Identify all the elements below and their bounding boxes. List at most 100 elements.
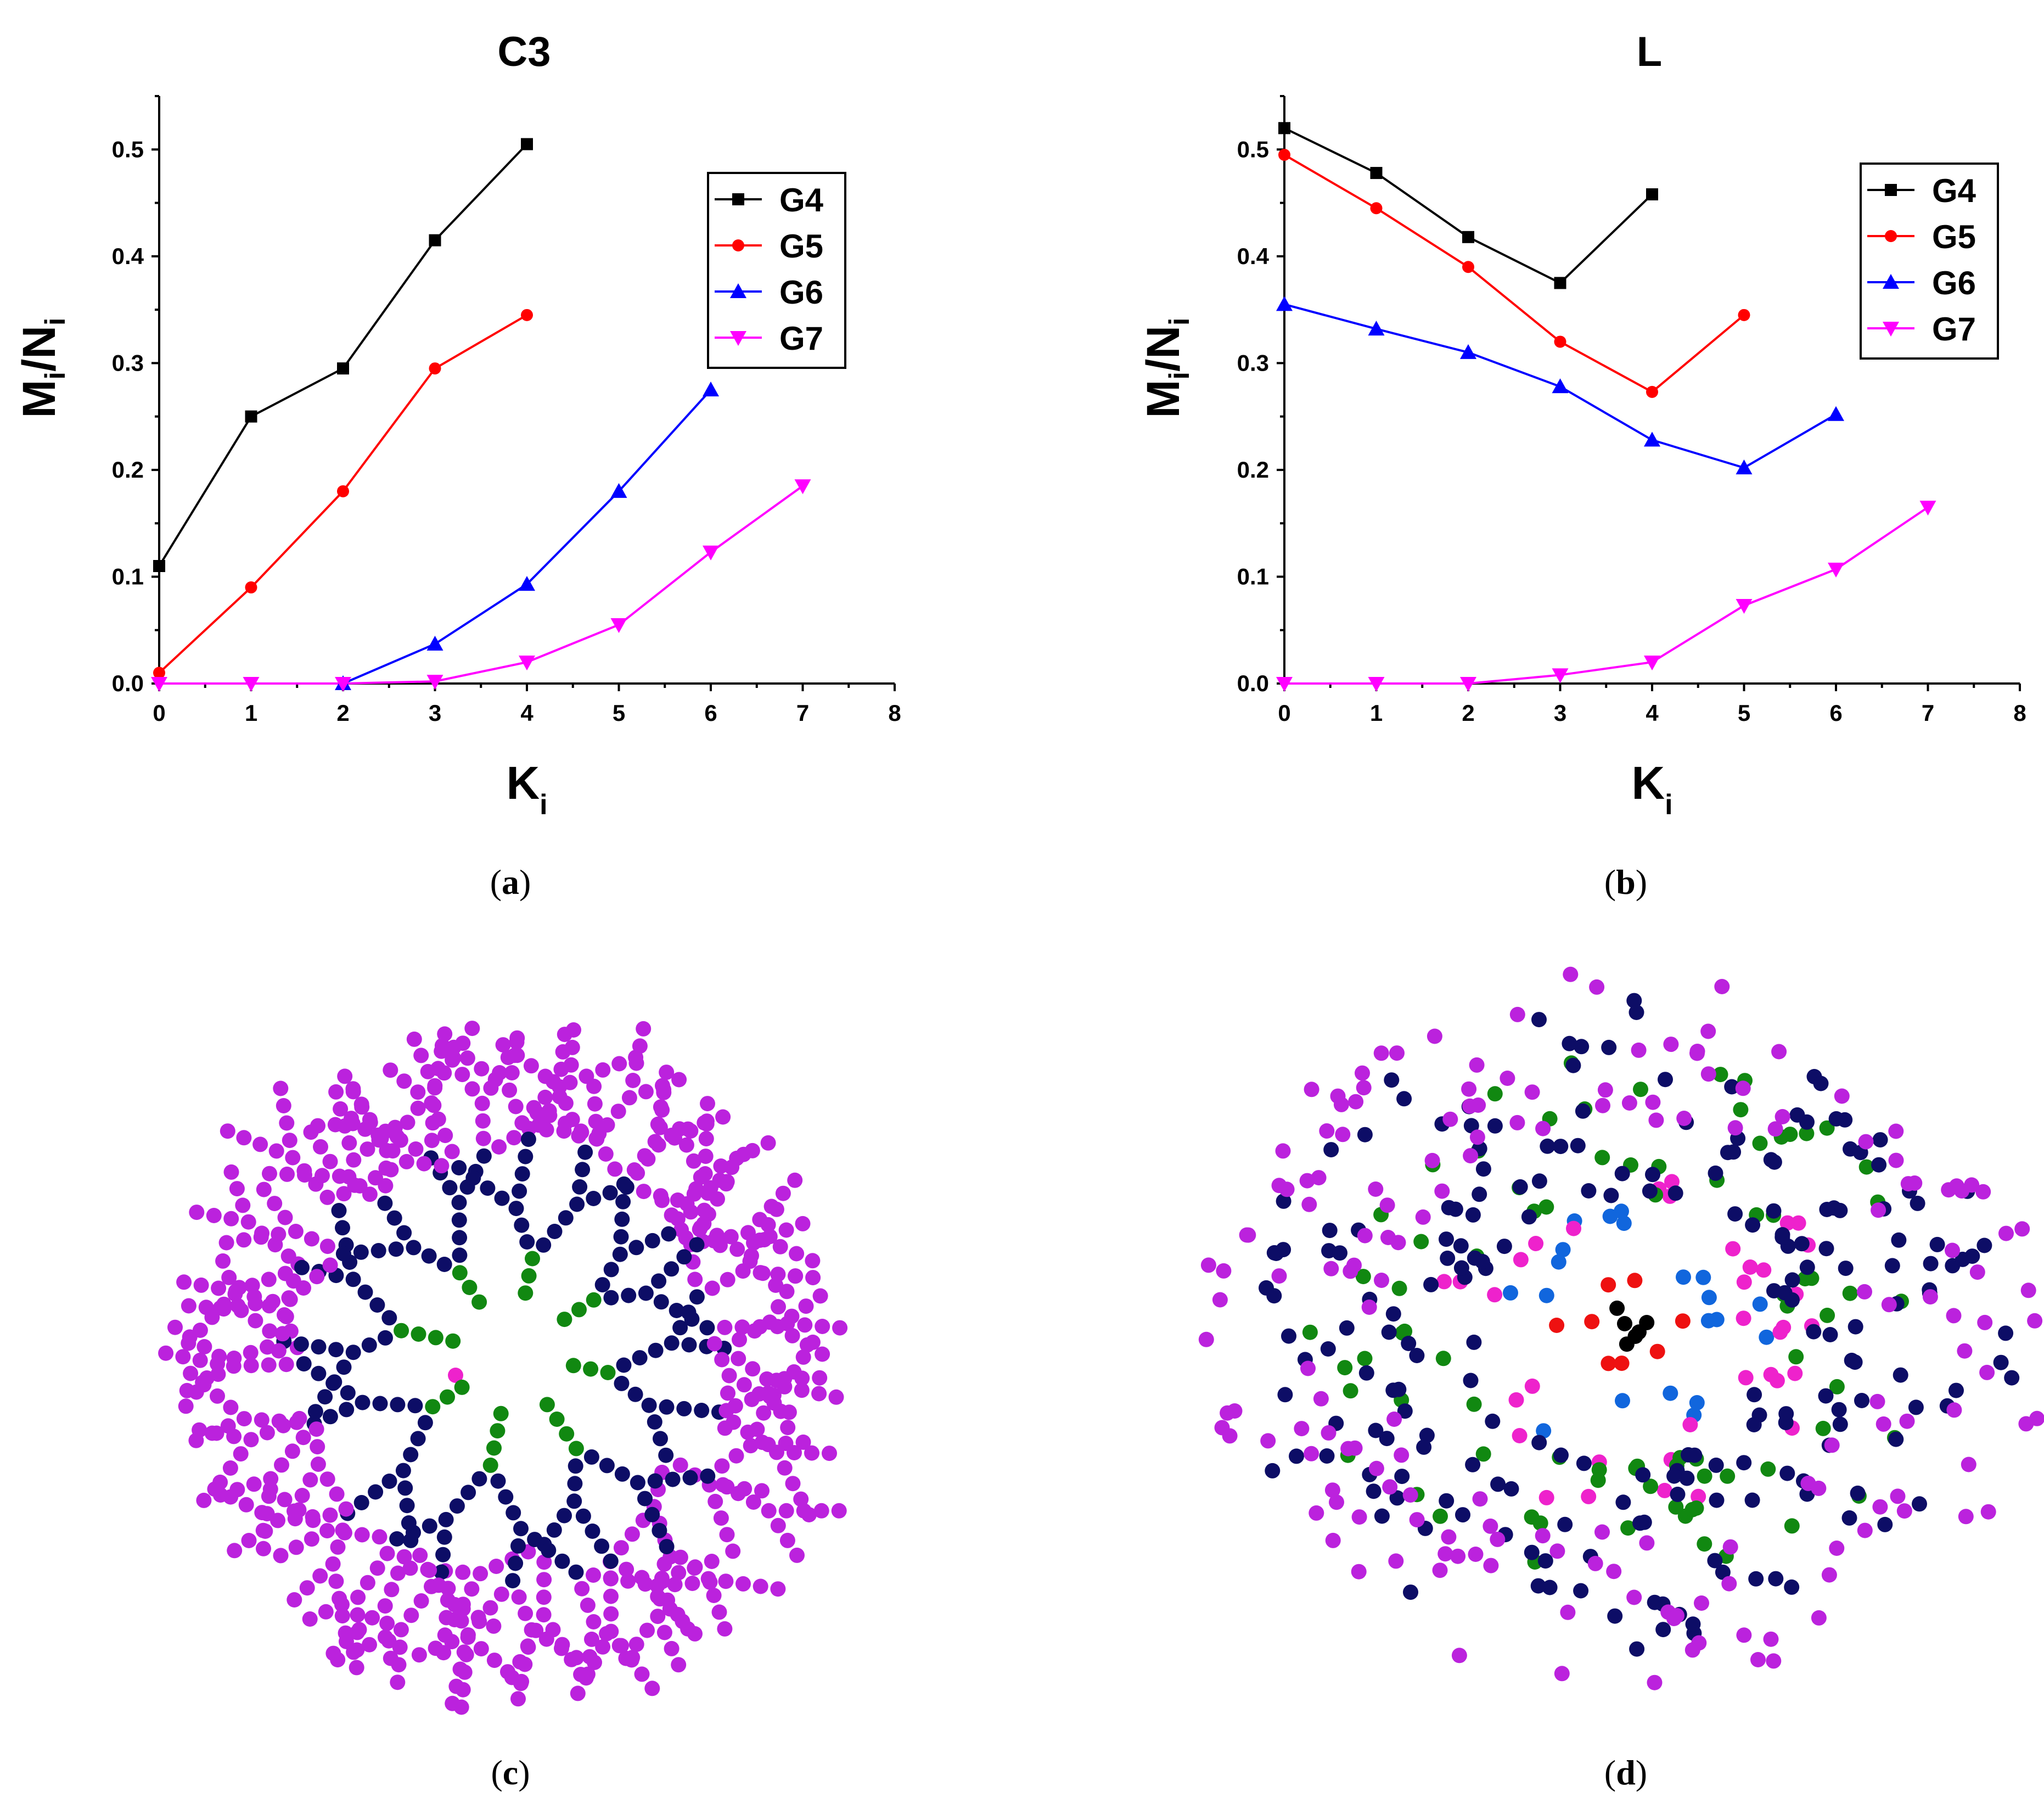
bead	[431, 1577, 446, 1593]
bead	[628, 1240, 644, 1256]
bead	[192, 1422, 207, 1438]
bead	[521, 1268, 537, 1284]
bead	[1850, 1485, 1866, 1501]
bead	[731, 1351, 746, 1366]
bead	[435, 1547, 451, 1562]
x-tick-label: 1	[245, 700, 257, 726]
bead	[280, 1248, 296, 1264]
bead	[271, 1343, 287, 1359]
bead	[1643, 1478, 1659, 1494]
bead	[1727, 1120, 1743, 1136]
bead	[1688, 1500, 1704, 1516]
bead	[1366, 1483, 1382, 1499]
bead	[158, 1345, 174, 1361]
bead	[377, 1195, 393, 1211]
bead	[575, 1162, 591, 1178]
bead	[740, 1225, 756, 1241]
bead	[1766, 1154, 1782, 1170]
bead	[611, 1056, 627, 1072]
bead	[1858, 1159, 1874, 1175]
bead	[327, 1117, 343, 1133]
bead	[753, 1578, 768, 1594]
y-tick-label: 0.1	[1237, 563, 1269, 589]
bead	[1766, 1203, 1782, 1219]
bead	[1957, 1343, 1973, 1359]
bead	[243, 1358, 259, 1374]
bead	[390, 1397, 406, 1413]
bead	[706, 1336, 722, 1352]
bead	[385, 1143, 401, 1159]
bead	[1784, 1272, 1800, 1288]
bead	[509, 1030, 525, 1046]
bead	[1379, 1431, 1395, 1447]
bead	[536, 1589, 552, 1605]
legend-marker-g5	[1885, 230, 1897, 242]
bead	[1409, 1512, 1425, 1528]
bead	[372, 1529, 388, 1545]
bead	[490, 1423, 506, 1439]
y-label-m: M	[1137, 379, 1189, 418]
bead	[1900, 1176, 1916, 1192]
bead	[699, 1113, 715, 1129]
bead	[399, 1498, 415, 1514]
bead	[656, 1556, 672, 1572]
bead	[445, 1052, 461, 1068]
bead	[603, 1588, 619, 1604]
bead	[1432, 1562, 1448, 1578]
bead	[223, 1211, 239, 1226]
bead	[1648, 1112, 1664, 1128]
bead	[1910, 1195, 1925, 1211]
series-line-g5	[1283, 154, 1745, 394]
data-point-g4	[1278, 122, 1290, 135]
bead	[1335, 1127, 1351, 1142]
bead	[424, 1133, 440, 1149]
bead	[1323, 1261, 1339, 1276]
bead	[412, 1548, 428, 1563]
data-point-g7	[703, 545, 719, 561]
bead	[267, 1196, 283, 1212]
data-point-g6	[519, 576, 535, 591]
bead	[1747, 1387, 1762, 1403]
bead	[378, 1330, 393, 1346]
bead	[318, 1604, 334, 1620]
bead	[422, 1518, 437, 1534]
bead	[1581, 1488, 1597, 1504]
bead	[282, 1291, 298, 1307]
bead	[1521, 1209, 1537, 1225]
bead	[755, 1265, 771, 1281]
bead	[1631, 1042, 1647, 1058]
bead	[1532, 1515, 1548, 1531]
bead	[616, 1357, 632, 1373]
bead	[364, 1610, 380, 1626]
bead	[1759, 1329, 1775, 1345]
legend: G4 G5 G6 G7	[1860, 163, 1999, 360]
bead	[1639, 1535, 1655, 1551]
bead	[647, 1414, 662, 1430]
bead	[1485, 1413, 1501, 1429]
data-point-g4	[1462, 231, 1474, 243]
bead	[1750, 1652, 1766, 1667]
bead	[1590, 1472, 1606, 1488]
bead	[1469, 1057, 1485, 1073]
bead	[644, 1681, 660, 1696]
bead	[498, 1489, 514, 1505]
bead	[639, 1622, 655, 1638]
bead	[1325, 1532, 1341, 1548]
y-tick-label: 0.2	[1237, 457, 1269, 483]
data-point-g5	[1278, 149, 1290, 161]
bead	[614, 1375, 630, 1391]
bead	[1767, 1121, 1783, 1137]
bead	[1357, 1127, 1373, 1142]
bead	[1636, 1514, 1652, 1530]
legend-marker-g6	[1883, 274, 1899, 289]
bead	[805, 1253, 821, 1269]
bead	[334, 1608, 350, 1624]
bead	[542, 1107, 558, 1123]
bead	[659, 1399, 675, 1415]
bead	[357, 1284, 373, 1300]
bead	[553, 1061, 569, 1077]
bead	[664, 1261, 680, 1277]
bead	[1888, 1431, 1904, 1447]
bead	[279, 1115, 295, 1131]
bead	[1300, 1360, 1316, 1376]
